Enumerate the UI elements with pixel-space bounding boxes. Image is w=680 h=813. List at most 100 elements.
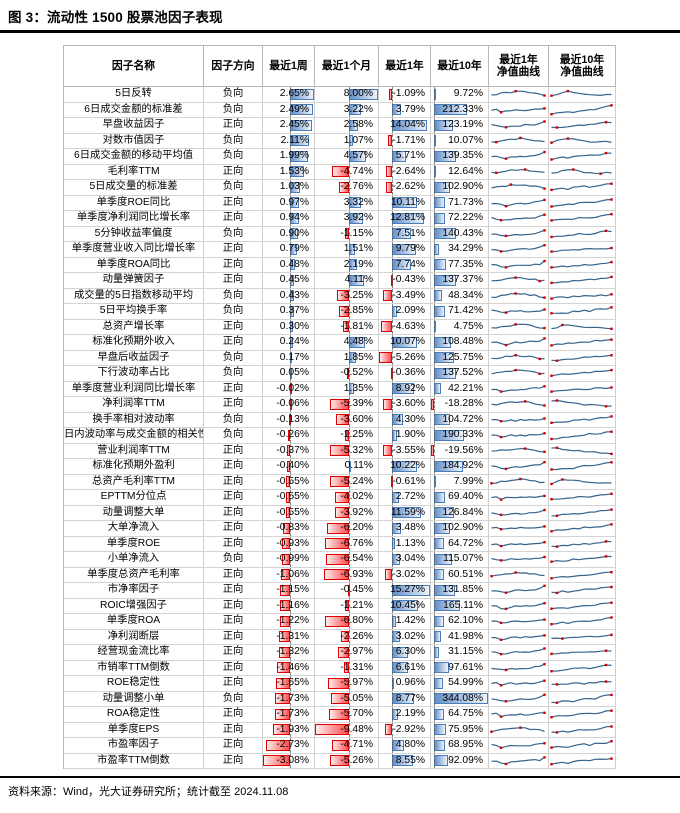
- table-row: 单季度ROE 正向 -0.93% -6.76% 1.13% 64.72%: [64, 536, 616, 552]
- sparkline-1year: [489, 381, 549, 397]
- table-row: 6日成交金额的移动平均值 负向 1.99% 4.57% 5.71% 139.35…: [64, 149, 616, 165]
- sparkline-10year: [549, 180, 616, 196]
- zero-axis: [434, 195, 436, 210]
- zero-axis: [290, 490, 292, 505]
- sparkline-10year: [549, 304, 616, 320]
- value-10year-cell: 104.72%: [431, 412, 489, 428]
- zero-axis: [392, 412, 394, 427]
- data-bar: [330, 693, 350, 704]
- table-row: 换手率相对波动率 负向 -0.13% -3.60% 4.30% 104.72%: [64, 412, 616, 428]
- sparkline-1year: [489, 676, 549, 692]
- factor-direction-cell: 正向: [204, 629, 263, 645]
- value-1week-cell: 0.43%: [263, 288, 315, 304]
- zero-axis: [434, 753, 436, 768]
- factor-name-cell: 标准化预期外收入: [64, 335, 204, 351]
- zero-axis: [392, 288, 394, 303]
- zero-axis: [290, 722, 292, 737]
- value-1year-cell: 4.80%: [379, 738, 431, 754]
- zero-axis: [290, 133, 292, 148]
- zero-axis: [392, 583, 394, 598]
- zero-axis: [290, 443, 292, 458]
- value-10year-cell: -18.28%: [431, 397, 489, 413]
- factor-name-cell: ROE稳定性: [64, 676, 204, 692]
- value-1year-cell: 2.09%: [379, 304, 431, 320]
- zero-axis: [392, 660, 394, 675]
- data-bar: [345, 228, 350, 239]
- value-1month-cell: -1.25%: [315, 428, 379, 444]
- data-bar: [380, 321, 393, 332]
- factor-name-cell: 单季度ROE同比: [64, 195, 204, 211]
- sparkline-10year: [549, 521, 616, 537]
- data-bar: [315, 724, 350, 735]
- zero-axis: [349, 567, 351, 582]
- sparkline-10year: [549, 474, 616, 490]
- data-bar: [263, 755, 291, 766]
- sparkline-10year: [549, 645, 616, 661]
- sparkline-1year: [489, 567, 549, 583]
- data-bar: [339, 181, 350, 193]
- sparkline-10year: [549, 319, 616, 335]
- value-1year-cell: 8.77%: [379, 691, 431, 707]
- zero-axis: [349, 319, 351, 334]
- value-1year-cell: 2.72%: [379, 490, 431, 506]
- zero-axis: [290, 738, 292, 753]
- zero-axis: [290, 118, 292, 133]
- zero-axis: [349, 149, 351, 164]
- value-1year-cell: 4.30%: [379, 412, 431, 428]
- sparkline-10year: [549, 490, 616, 506]
- factor-name-cell: 标准化预期外盈利: [64, 459, 204, 475]
- sparkline-1year: [489, 738, 549, 754]
- factor-direction-cell: 正向: [204, 195, 263, 211]
- sparkline-1year: [489, 536, 549, 552]
- table-row: 5日平均换手率 负向 0.37% -2.85% 2.09% 71.42%: [64, 304, 616, 320]
- value-1month-cell: -5.70%: [315, 707, 379, 723]
- factor-direction-cell: 正向: [204, 707, 263, 723]
- data-bar: [285, 476, 291, 487]
- value-10year-cell: 97.61%: [431, 660, 489, 676]
- value-10year-cell: 115.07%: [431, 552, 489, 568]
- value-1year-cell: -1.71%: [379, 133, 431, 149]
- value-1week-cell: 0.30%: [263, 319, 315, 335]
- data-bar: [285, 491, 291, 503]
- zero-axis: [290, 397, 292, 412]
- sparkline-1year: [489, 257, 549, 273]
- value-1month-cell: -4.74%: [315, 164, 379, 180]
- table-row: 5日成交量的标准差 负向 1.03% -2.76% -2.62% 102.90%: [64, 180, 616, 196]
- factor-direction-cell: 负向: [204, 366, 263, 382]
- value-1month-cell: -2.76%: [315, 180, 379, 196]
- data-bar: [383, 398, 393, 410]
- sparkline-1year: [489, 474, 549, 490]
- value-1year-cell: -3.49%: [379, 288, 431, 304]
- zero-axis: [290, 536, 292, 551]
- zero-axis: [290, 645, 292, 660]
- data-bar: [431, 445, 435, 456]
- factor-name-cell: 市销率TTM倒数: [64, 660, 204, 676]
- zero-axis: [434, 335, 436, 350]
- zero-axis: [349, 521, 351, 536]
- data-bar: [431, 398, 435, 410]
- value-1week-cell: 0.17%: [263, 350, 315, 366]
- value-10year-cell: 108.48%: [431, 335, 489, 351]
- zero-axis: [434, 459, 436, 474]
- factor-direction-cell: 负向: [204, 350, 263, 366]
- table-row: 净利润断层 正向 -1.31% -2.26% 3.02% 41.98%: [64, 629, 616, 645]
- data-bar: [277, 662, 291, 673]
- value-1month-cell: -3.60%: [315, 412, 379, 428]
- zero-axis: [349, 598, 351, 613]
- zero-axis: [392, 598, 394, 613]
- zero-axis: [392, 536, 394, 551]
- zero-axis: [392, 691, 394, 706]
- value-1week-cell: 0.48%: [263, 257, 315, 273]
- value-1year-cell: 3.48%: [379, 521, 431, 537]
- sparkline-10year: [549, 676, 616, 692]
- zero-axis: [434, 536, 436, 551]
- value-1year-cell: 8.55%: [379, 753, 431, 769]
- zero-axis: [290, 583, 292, 598]
- value-1year-cell: -3.60%: [379, 397, 431, 413]
- zero-axis: [349, 722, 351, 737]
- value-1month-cell: 3.92%: [315, 211, 379, 227]
- value-1month-cell: -0.45%: [315, 583, 379, 599]
- zero-axis: [434, 443, 436, 458]
- zero-axis: [349, 443, 351, 458]
- zero-axis: [434, 133, 436, 148]
